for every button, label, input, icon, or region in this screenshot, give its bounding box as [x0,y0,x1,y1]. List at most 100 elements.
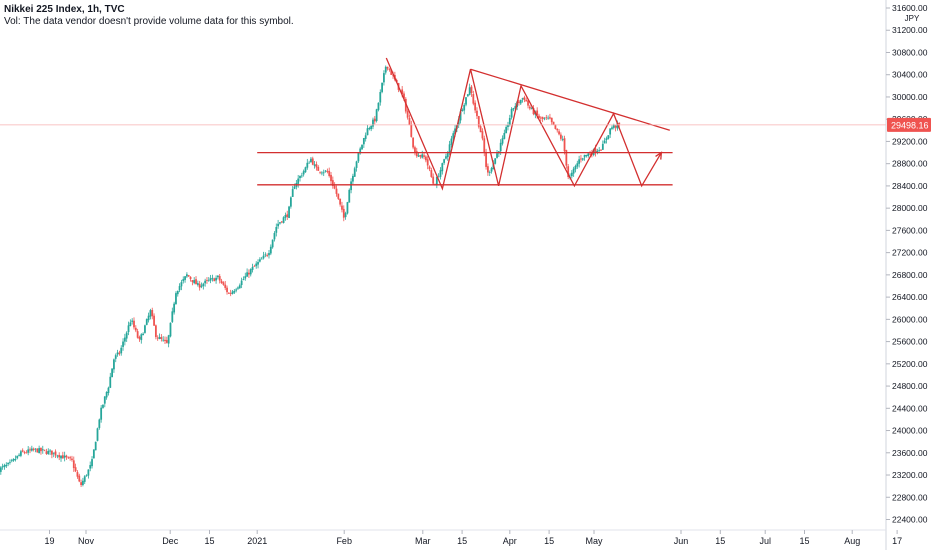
candle-body [359,148,362,154]
candle-body [324,170,327,172]
candle-body [23,452,26,453]
price-tick-label: 25200.00 [892,359,928,369]
candle-body [357,152,360,162]
candle-body [372,119,374,127]
candle-body [63,455,66,458]
price-tick-label: 25600.00 [892,337,928,347]
candle-body [578,159,581,164]
candle-body [518,101,520,103]
candle-body [248,272,250,275]
candle-body [107,387,110,393]
candle-body [91,459,93,467]
candle-body [461,109,464,111]
time-tick-label: 15 [204,536,214,546]
candle-body [576,163,579,167]
candle-body [572,168,575,174]
candle-body [34,448,37,450]
candle-body [552,121,555,125]
candle-body [10,460,13,462]
time-tick-label: Nov [78,536,95,546]
candle-body [288,206,290,218]
time-tick-label: Mar [415,536,431,546]
candle-body [144,325,146,333]
candle-body [54,451,57,456]
candle-body [69,457,72,459]
candle-body [9,461,11,463]
candle-body [169,322,172,337]
candle-body [446,152,449,158]
candle-body [291,189,294,197]
candle-body [213,278,216,282]
candle-body [618,122,621,125]
candle-body [437,176,440,178]
candle-body [280,221,283,223]
zigzag-pattern [385,57,662,191]
candle-body [415,151,418,157]
candle-body [601,143,604,150]
candle-body [40,447,42,452]
candle-body [545,117,548,119]
candle-body [89,465,92,469]
candle-body [142,333,145,336]
volume-note: Vol: The data vendor doesn't provide vol… [4,16,294,27]
candle-body [527,100,529,106]
candle-body [510,108,513,118]
candle-body [331,180,334,186]
candle-body [333,185,336,189]
candle-body [242,279,245,280]
candle-body [229,293,232,295]
candle-body [477,116,480,127]
candle-body [403,93,405,99]
candle-body [445,156,447,159]
candle-body [435,176,438,185]
candle-body [255,263,258,267]
candle-body [136,331,139,338]
candle-body [479,126,482,133]
candle-body [184,276,186,280]
candle-body [421,154,424,158]
candle-body [594,148,597,153]
candle-body [570,172,573,177]
candle-body [470,86,473,94]
candle-body [412,137,415,148]
candle-body [574,165,577,170]
time-axis[interactable]: 19 Nov Dec 15 2021 Feb Mar 15 Apr 15 May Jun 15 Jul 15… [45,530,903,546]
candle-body [379,92,382,103]
candle-body [297,178,300,184]
candle-body [47,450,50,454]
time-tick-label: Aug [844,536,860,546]
candle-body [218,276,221,281]
candle-body [612,125,615,128]
candle-body [206,280,208,281]
candle-body [583,154,586,158]
candle-body [67,457,70,459]
candle-body [277,223,280,227]
candle-body [401,89,404,95]
candle-body [388,68,391,70]
candle-body [424,156,427,161]
candle-body [414,147,416,152]
candle-body [352,175,354,182]
candle-body [202,283,205,287]
currency-label: JPY [905,14,920,23]
candle-body [134,327,137,331]
candle-body [368,128,371,130]
candle-body [547,117,550,119]
time-tick-label: Feb [336,536,352,546]
candle-body [12,458,15,461]
candle-body [125,332,128,339]
candle-body [27,449,30,453]
candle-body [598,150,601,151]
price-tick-label: 30400.00 [892,70,928,80]
price-axis[interactable]: 22400.00 22800.00 23200.00 23600.00 24000.00… [886,3,928,525]
candle-body [249,269,252,275]
candle-body [187,275,190,277]
candle-body [78,475,81,482]
candle-body [428,166,431,170]
price-tick-label: 28800.00 [892,159,928,169]
candle-body [226,287,228,293]
candle-body [344,213,347,218]
candle-body [167,335,170,344]
